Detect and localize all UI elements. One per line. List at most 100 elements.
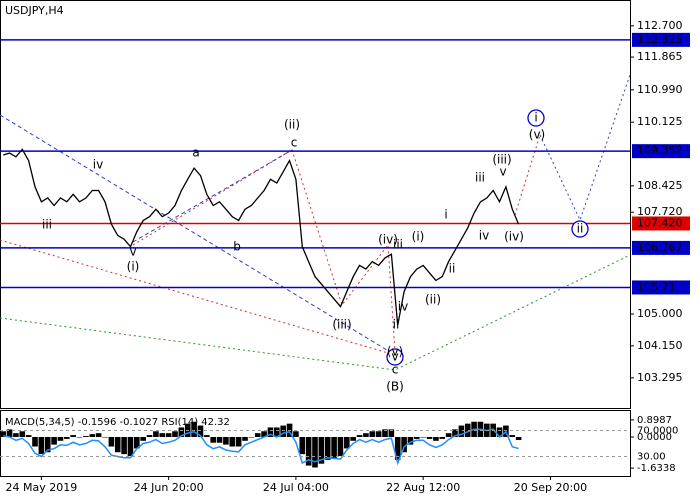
wave-label: v <box>129 245 136 259</box>
y-tick-label: 107.720 <box>637 205 683 218</box>
wave-circle <box>527 109 545 127</box>
wave-label: (iv) <box>378 233 398 247</box>
macd-bar <box>464 423 471 437</box>
macd-bar <box>420 436 426 438</box>
y-tick-label: 104.150 <box>637 339 683 352</box>
macd-bar <box>178 427 185 437</box>
macd-bar <box>267 427 274 437</box>
macd-bar <box>121 436 127 455</box>
macd-bar <box>274 427 280 437</box>
y-tick-label: 111.865 <box>637 50 683 63</box>
level-label: 112.325 <box>637 33 683 46</box>
macd-bar <box>76 436 83 438</box>
y-tick-label: 105.000 <box>637 307 683 320</box>
wave-label: iv <box>479 229 489 243</box>
macd-bar <box>261 431 267 437</box>
macd-bar <box>102 436 108 438</box>
macd-bar <box>235 436 242 447</box>
wave-label: c <box>291 136 298 150</box>
level-box <box>632 280 690 295</box>
macd-bar <box>83 436 89 437</box>
wave-label: b <box>233 240 241 254</box>
wave-circle <box>571 220 589 238</box>
level-label: 107.420 <box>637 216 683 229</box>
level-box <box>632 144 690 159</box>
macd-bar <box>324 436 331 460</box>
price-panel <box>0 0 631 409</box>
macd-bar <box>439 436 446 439</box>
macd-bar <box>515 436 522 441</box>
y-tick-label: 0.0000 <box>637 432 672 443</box>
x-tick-label: 20 Sep 20:00 <box>514 481 587 494</box>
macd-bar <box>509 435 516 437</box>
macd-bar <box>388 429 395 437</box>
macd-bar <box>350 436 356 441</box>
macd-bar <box>216 436 223 443</box>
level-label: 106.767 <box>637 241 683 254</box>
x-tick-label: 22 Aug 12:00 <box>386 481 460 494</box>
projection <box>514 134 541 216</box>
macd-bar <box>369 431 376 437</box>
macd-bar <box>363 433 369 437</box>
level-box <box>632 32 690 47</box>
y-tick-label: -1.6338 <box>637 463 676 474</box>
wave-label: (iii) <box>492 153 511 167</box>
macd-bar <box>95 433 102 437</box>
wave-label: c <box>392 363 399 377</box>
macd-bar <box>114 436 121 453</box>
x-tick-label: 24 May 2019 <box>5 481 77 494</box>
macd-bar <box>140 436 146 441</box>
macd-bar <box>280 425 286 437</box>
macd-bar <box>32 436 38 447</box>
trend-line <box>0 114 396 356</box>
macd-bar <box>0 431 6 437</box>
wave-label: iii <box>393 238 403 252</box>
macd-bar <box>204 435 210 437</box>
macd-bar <box>312 436 318 468</box>
wave-label: (i) <box>412 230 425 244</box>
chart-title: USDJPY,H4 <box>5 4 64 17</box>
macd-bar <box>394 436 401 460</box>
wave-label: iii <box>475 171 485 185</box>
macd-bar <box>382 429 388 437</box>
wave-line <box>132 149 293 243</box>
macd-bar <box>414 436 420 439</box>
wave-label: ii <box>449 262 456 276</box>
macd-bar <box>134 436 140 449</box>
macd-bar <box>401 436 407 453</box>
wave-label: (ii) <box>425 293 441 307</box>
macd-bar <box>433 436 439 441</box>
macd-bar <box>64 436 70 439</box>
wave-circle <box>386 348 404 366</box>
macd-bar <box>19 431 26 437</box>
y-tick-label: 112.700 <box>637 19 683 32</box>
wave-label: i <box>534 111 537 125</box>
macd-bar <box>242 436 248 441</box>
level-label: 109.352 <box>637 144 683 157</box>
wave-label: (v) <box>387 345 403 359</box>
macd-bar <box>337 436 344 457</box>
y-tick-label: 108.425 <box>637 179 683 192</box>
y-tick-label: 30.00 <box>637 452 666 463</box>
macd-bar <box>25 435 32 437</box>
macd-bar <box>44 436 51 453</box>
macd-bar <box>254 433 261 437</box>
wave-label: a <box>192 146 199 160</box>
y-tick-label: 110.125 <box>637 115 683 128</box>
macd-bar <box>445 433 452 437</box>
macd-bar <box>13 433 19 437</box>
y-tick-label: 110.990 <box>637 83 683 96</box>
y-tick-label: 103.295 <box>637 371 683 384</box>
level-box <box>632 240 690 255</box>
wave-label: i <box>444 208 447 222</box>
level-label: 105.71 <box>637 280 676 293</box>
macd-bar <box>426 436 433 439</box>
wave-label: iii <box>42 218 52 232</box>
macd-bar <box>197 425 204 437</box>
wave-label: ii <box>393 318 400 332</box>
macd-bar <box>210 436 216 443</box>
x-tick-label: 24 Jul 04:00 <box>263 481 329 494</box>
macd-bar <box>159 433 166 437</box>
macd-bar <box>38 436 45 455</box>
macd-bar <box>89 434 96 437</box>
